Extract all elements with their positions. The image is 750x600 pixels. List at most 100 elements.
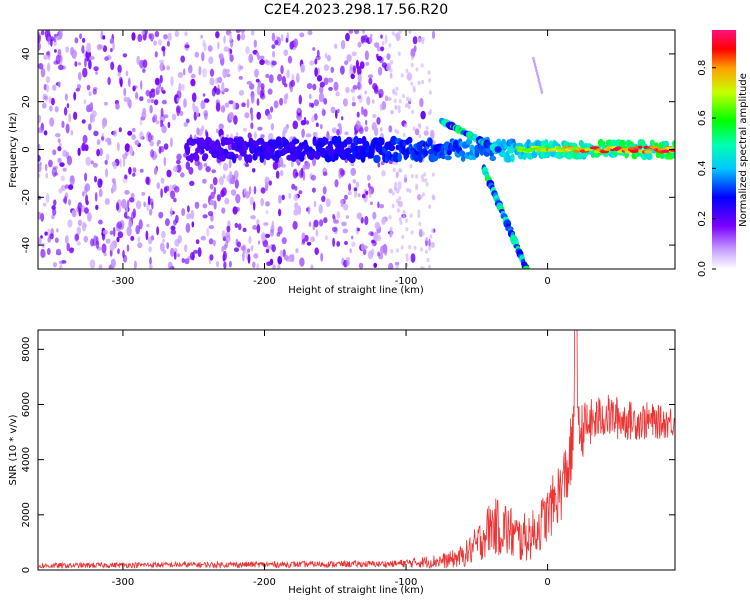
noise-blob: [202, 178, 207, 184]
noise-blob: [69, 175, 75, 186]
noise-blob: [89, 259, 96, 269]
noise-blob: [249, 196, 255, 206]
noise-blob: [281, 237, 287, 245]
noise-blob: [185, 223, 191, 233]
noise-blob: [217, 41, 220, 50]
noise-blob: [232, 101, 236, 110]
carrier-blob: [344, 147, 352, 155]
noise-blob: [147, 195, 151, 206]
noise-blob: [59, 264, 63, 269]
noise-blob: [271, 50, 276, 58]
noise-blob: [369, 36, 373, 43]
carrier-blob: [314, 150, 321, 160]
noise-blob: [51, 214, 55, 220]
noise-blob: [181, 208, 186, 216]
noise-blob: [130, 235, 135, 241]
snr-ytick-label: 6000: [21, 392, 32, 417]
noise-blob: [421, 79, 425, 85]
noise-blob: [104, 159, 108, 165]
noise-blob: [124, 190, 130, 195]
noise-blob: [122, 157, 126, 168]
noise-blob: [150, 235, 155, 241]
noise-blob: [189, 251, 195, 261]
noise-blob: [427, 264, 431, 269]
noise-blob: [363, 34, 368, 43]
noise-blob: [148, 246, 152, 253]
noise-blob: [334, 179, 339, 188]
noise-blob: [212, 177, 218, 186]
noise-blob: [266, 261, 272, 267]
noise-blob: [291, 183, 296, 190]
noise-blob: [295, 172, 299, 177]
noise-blob: [224, 197, 230, 205]
noise-blob: [417, 213, 421, 218]
noise-blob: [275, 170, 280, 179]
noise-blob: [238, 154, 242, 161]
carrier-blob: [390, 135, 398, 146]
noise-blob: [49, 117, 55, 127]
spectrogram-xtick-label: 0: [544, 276, 550, 287]
noise-blob: [419, 97, 424, 108]
noise-blob: [44, 231, 48, 236]
noise-blob: [271, 244, 276, 253]
noise-blob: [79, 33, 83, 40]
noise-blob: [71, 209, 77, 218]
noise-blob: [319, 85, 324, 94]
noise-blob: [247, 132, 252, 139]
noise-blob: [357, 95, 362, 99]
noise-blob: [235, 132, 239, 137]
noise-blob: [321, 195, 326, 203]
noise-blob: [397, 34, 401, 40]
noise-blob: [123, 87, 127, 97]
noise-blob: [173, 219, 177, 226]
carrier-blob: [406, 136, 413, 144]
noise-blob: [259, 55, 265, 60]
noise-blob: [264, 176, 270, 186]
noise-blob: [352, 65, 356, 74]
noise-blob: [185, 161, 190, 170]
noise-blob: [166, 40, 170, 47]
noise-blob: [389, 59, 394, 65]
noise-blob: [364, 50, 369, 61]
noise-blob: [428, 111, 432, 116]
noise-blob: [262, 239, 269, 248]
noise-blob: [77, 219, 82, 227]
spectrogram-cells: [38, 30, 675, 269]
noise-blob: [93, 130, 99, 137]
noise-blob: [340, 65, 345, 75]
noise-blob: [141, 191, 146, 196]
noise-blob: [242, 227, 247, 233]
noise-blob: [139, 168, 144, 173]
noise-blob: [280, 34, 284, 42]
noise-blob: [167, 121, 171, 129]
noise-blob: [45, 94, 48, 103]
noise-blob: [150, 90, 156, 98]
noise-blob: [88, 123, 92, 131]
noise-blob: [413, 245, 417, 251]
noise-blob: [260, 232, 266, 242]
noise-blob: [376, 234, 382, 242]
noise-blob: [357, 66, 362, 76]
noise-blob: [287, 55, 293, 64]
noise-blob: [40, 30, 45, 36]
noise-blob: [45, 76, 51, 84]
noise-blob: [62, 167, 67, 172]
noise-blob: [290, 79, 295, 88]
noise-blob: [107, 76, 111, 86]
noise-blob: [54, 237, 59, 243]
noise-blob: [301, 128, 305, 138]
carrier-core: [614, 146, 622, 150]
noise-blob: [173, 197, 177, 203]
noise-blob: [417, 80, 421, 86]
noise-blob: [125, 70, 129, 77]
noise-blob: [348, 30, 354, 34]
noise-blob: [82, 191, 85, 197]
noise-blob: [418, 133, 422, 139]
noise-blob: [174, 186, 180, 193]
noise-blob: [150, 149, 155, 158]
noise-blob: [357, 41, 362, 48]
noise-blob: [81, 119, 86, 124]
noise-blob: [38, 118, 41, 124]
noise-blob: [254, 131, 257, 139]
noise-blob: [271, 32, 276, 42]
